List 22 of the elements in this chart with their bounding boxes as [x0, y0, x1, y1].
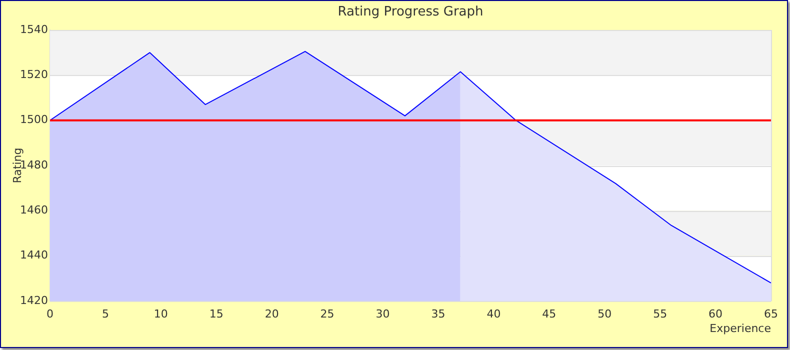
- x-tick-label: 20: [264, 307, 279, 320]
- x-tick-label: 45: [542, 307, 556, 320]
- x-tick-label: 65: [764, 307, 778, 320]
- x-tick-label: 10: [154, 307, 168, 320]
- x-tick-label: 55: [653, 307, 668, 320]
- x-tick-label: 5: [102, 307, 109, 320]
- x-tick-label: 15: [209, 307, 224, 320]
- x-tick-label: 30: [376, 307, 390, 320]
- y-tick-label: 1520: [20, 68, 48, 82]
- x-tick-label: 40: [486, 307, 501, 320]
- chart-title: Rating Progress Graph: [338, 4, 484, 20]
- y-tick-label: 1460: [20, 204, 48, 217]
- x-axis-title: Experience: [710, 322, 772, 335]
- x-tick-label: 50: [598, 307, 612, 320]
- x-tick-label: 35: [431, 307, 446, 320]
- x-tick-label: 25: [320, 307, 334, 320]
- x-tick-label: 0: [46, 307, 54, 320]
- y-tick-label: 1440: [20, 248, 48, 262]
- x-tick-label: 60: [708, 307, 723, 320]
- y-tick-label: 1500: [20, 113, 48, 126]
- y-tick-label: 1420: [20, 294, 48, 307]
- y-tick-label: 1540: [20, 22, 48, 36]
